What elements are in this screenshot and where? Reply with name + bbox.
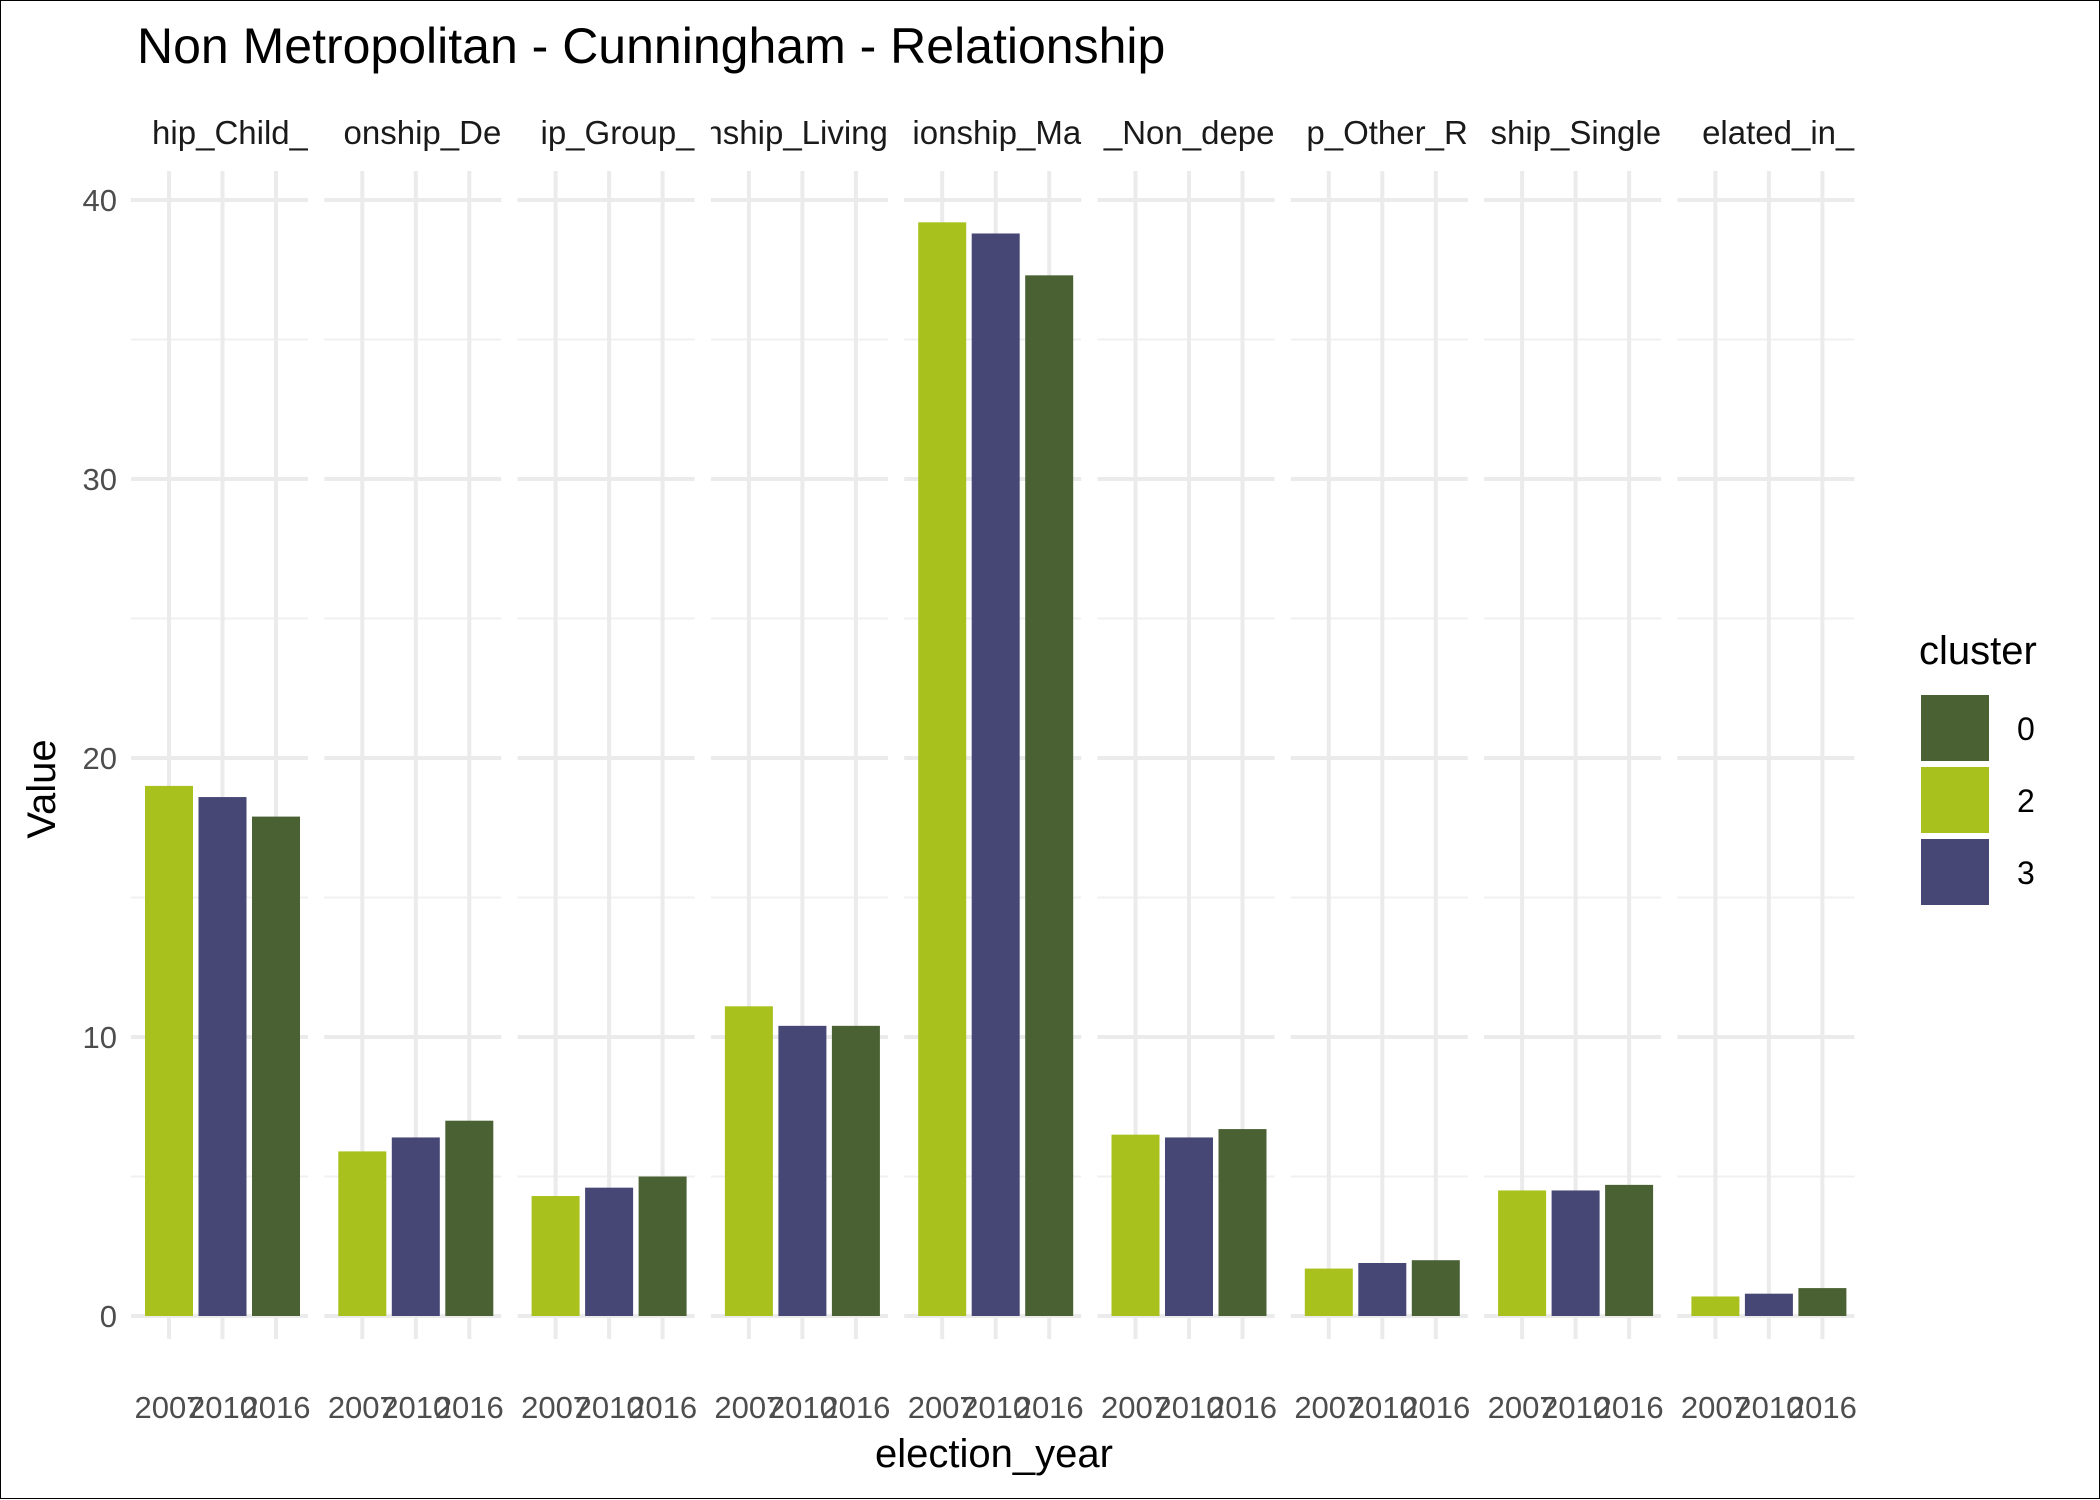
- facet-strip-label: ip_Group_: [540, 114, 695, 151]
- legend-key: [1921, 695, 1989, 761]
- legend: cluster 0 2 3: [1919, 629, 2037, 905]
- bar: [338, 1151, 387, 1316]
- bar: [145, 785, 193, 1316]
- x-tick-label: 2016: [1788, 1390, 1857, 1425]
- legend-label: 3: [2017, 855, 2035, 891]
- bar: [585, 1187, 634, 1316]
- x-tick-label: 2016: [435, 1390, 504, 1425]
- facet-strip-label: onship_De: [344, 114, 502, 151]
- x-tick-label: 2007: [714, 1390, 783, 1425]
- bar: [1165, 1137, 1213, 1316]
- x-tick-label: 2010: [188, 1390, 257, 1425]
- facet-strip-label: nship_Living: [704, 114, 887, 151]
- bar: [724, 1006, 773, 1316]
- x-tick-label: 2007: [1101, 1390, 1170, 1425]
- facet-strip-label: ionship_Ma: [912, 114, 1081, 151]
- bar: [918, 222, 967, 1316]
- bar: [1498, 1190, 1547, 1316]
- x-tick-label: 2016: [628, 1390, 697, 1425]
- x-tick-label: 2016: [242, 1390, 311, 1425]
- x-tick-label: 2010: [575, 1390, 644, 1425]
- x-tick-label: 2016: [1015, 1390, 1084, 1425]
- y-tick-label: 20: [83, 741, 117, 776]
- bar: [198, 797, 247, 1316]
- x-axis-title: election_year: [875, 1432, 1113, 1476]
- y-tick-label: 30: [83, 462, 117, 497]
- chart-title: Non Metropolitan - Cunningham - Relation…: [137, 18, 1165, 74]
- legend-label: 0: [2017, 711, 2035, 747]
- x-tick-label: 2007: [521, 1390, 590, 1425]
- facet-strip-label: _Non_depe: [1103, 114, 1275, 151]
- facet-strip-label: p_Other_R: [1306, 114, 1467, 151]
- bar: [778, 1025, 827, 1316]
- y-tick-label: 0: [100, 1299, 117, 1334]
- bar: [1411, 1260, 1460, 1316]
- bar: [531, 1196, 580, 1316]
- y-tick-label: 10: [83, 1020, 117, 1055]
- legend-label: 2: [2017, 783, 2035, 819]
- bar: [1798, 1288, 1847, 1316]
- y-axis-title: Value: [20, 739, 64, 838]
- bar: [1691, 1296, 1740, 1316]
- facet-panels: hip_Child_200720102016onship_De200720102…: [131, 114, 1857, 1425]
- bar: [445, 1120, 494, 1316]
- legend-items: 0 2 3: [1921, 695, 2035, 905]
- x-tick-label: 2010: [1541, 1390, 1610, 1425]
- facet-strip-label: ship_Single: [1490, 114, 1661, 151]
- bar: [1111, 1134, 1160, 1316]
- bar: [1744, 1293, 1793, 1316]
- x-tick-label: 2016: [821, 1390, 890, 1425]
- bar: [831, 1025, 880, 1316]
- x-tick-label: 2010: [961, 1390, 1030, 1425]
- x-tick-label: 2010: [1155, 1390, 1224, 1425]
- x-tick-label: 2010: [1348, 1390, 1417, 1425]
- x-tick-label: 2007: [908, 1390, 977, 1425]
- x-tick-label: 2016: [1401, 1390, 1470, 1425]
- bar: [1025, 275, 1074, 1317]
- facet-strip-label: elated_in_: [1702, 114, 1855, 151]
- bar: [1218, 1129, 1267, 1316]
- x-tick-label: 2010: [1734, 1390, 1803, 1425]
- x-tick-label: 2007: [135, 1390, 204, 1425]
- bar: [1605, 1184, 1654, 1316]
- bar: [391, 1137, 440, 1316]
- x-tick-label: 2010: [381, 1390, 450, 1425]
- x-tick-label: 2007: [1681, 1390, 1750, 1425]
- bar: [1304, 1268, 1353, 1316]
- bar: [1551, 1190, 1600, 1316]
- legend-key: [1921, 839, 1989, 905]
- y-tick-label: 40: [83, 183, 117, 218]
- x-tick-label: 2010: [768, 1390, 837, 1425]
- x-tick-label: 2016: [1208, 1390, 1277, 1425]
- bar: [971, 233, 1020, 1317]
- legend-title: cluster: [1919, 629, 2037, 673]
- y-axis: 0 10 20 30 40: [83, 183, 117, 1334]
- x-tick-label: 2007: [1488, 1390, 1557, 1425]
- x-tick-label: 2007: [1294, 1390, 1363, 1425]
- bar: [252, 816, 300, 1316]
- bar: [638, 1176, 687, 1316]
- facet-strip-label: hip_Child_: [152, 114, 309, 151]
- x-tick-label: 2016: [1595, 1390, 1664, 1425]
- x-tick-label: 2007: [328, 1390, 397, 1425]
- legend-key: [1921, 767, 1989, 833]
- bar: [1358, 1262, 1407, 1316]
